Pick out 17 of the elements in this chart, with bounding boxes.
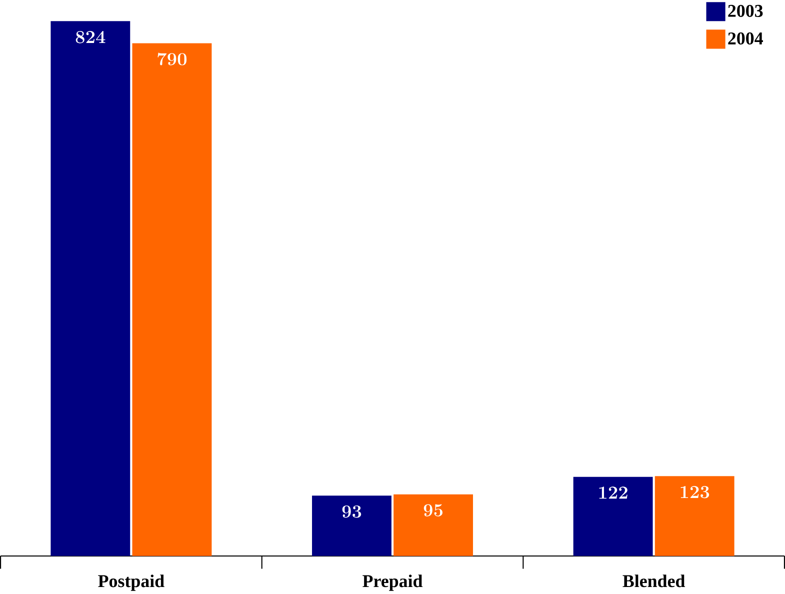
legend-label: 2003	[728, 4, 763, 17]
bar	[654, 476, 734, 556]
bar	[50, 20, 130, 556]
bar	[132, 43, 212, 556]
legend-label: 2004	[728, 32, 763, 44]
data-label: 824	[76, 30, 106, 44]
data-label: 93	[342, 505, 362, 518]
data-label: 790	[158, 52, 187, 66]
bar	[312, 495, 392, 556]
data-label: 123	[680, 486, 710, 498]
data-label: 122	[599, 486, 628, 498]
x-tick-label: Prepaid	[362, 574, 423, 591]
x-tick-label: Postpaid	[98, 574, 164, 591]
bar	[394, 494, 473, 556]
x-tick-label: Blended	[622, 574, 686, 588]
data-label: 95	[424, 504, 442, 516]
bar	[573, 476, 653, 556]
